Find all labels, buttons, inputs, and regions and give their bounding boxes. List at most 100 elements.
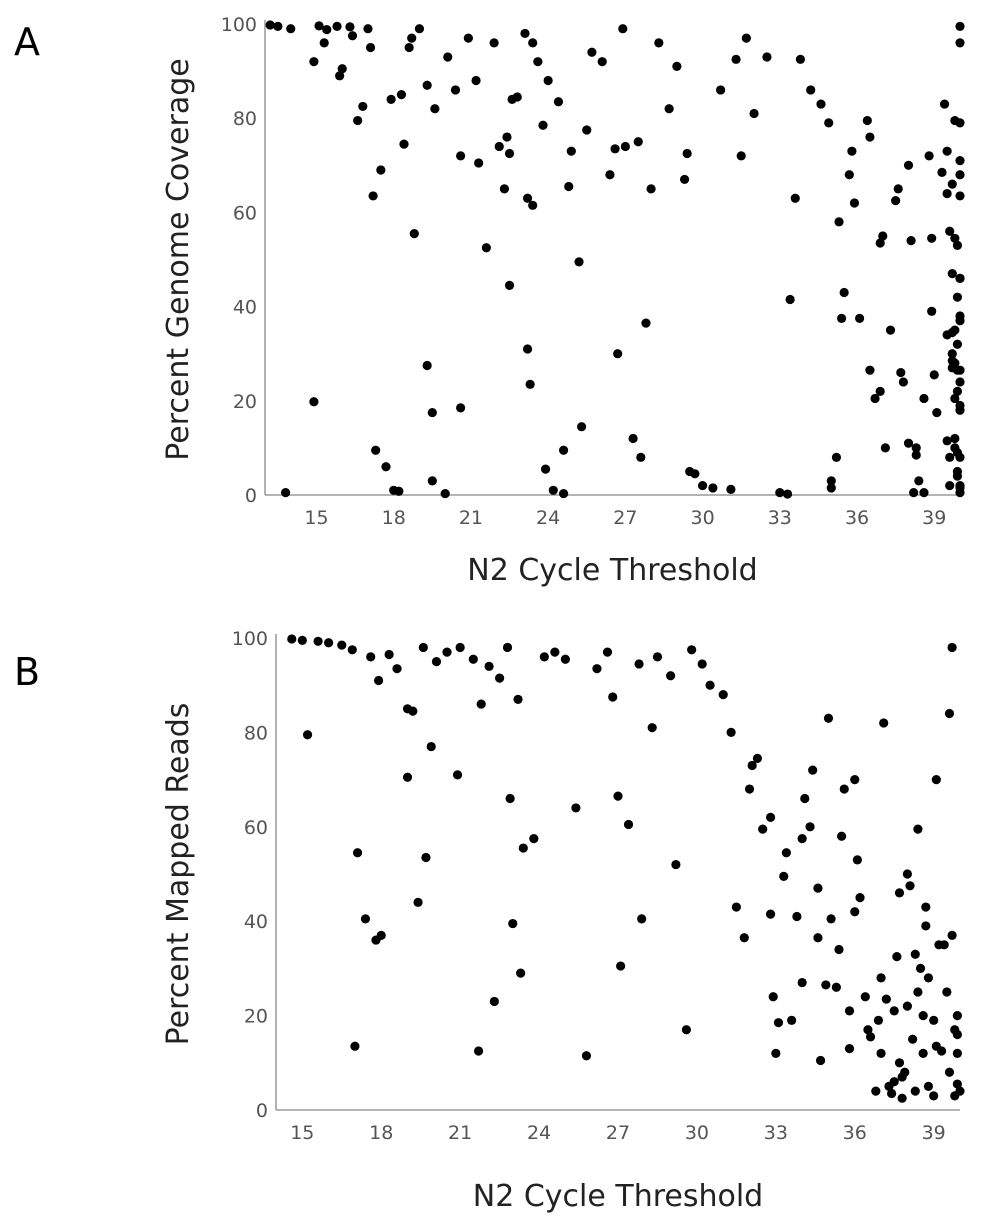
data-point-a — [337, 64, 347, 74]
data-point-b — [910, 949, 920, 959]
data-point-a — [502, 132, 512, 142]
data-point-b — [347, 645, 357, 655]
data-point-b — [366, 652, 376, 662]
data-point-a — [679, 174, 690, 185]
data-point-a — [376, 165, 386, 175]
data-point-b — [402, 772, 413, 782]
data-point-b — [797, 834, 807, 844]
data-point-a — [471, 75, 481, 86]
data-point-a — [522, 193, 533, 203]
data-point-b — [518, 843, 528, 853]
data-point-a — [826, 483, 836, 493]
data-point-a — [911, 443, 921, 453]
data-point-b — [350, 1041, 360, 1051]
x-tick-label-a: 21 — [459, 507, 483, 529]
data-point-b — [337, 640, 347, 650]
data-point-a — [404, 42, 414, 53]
data-point-a — [520, 28, 530, 39]
data-point-a — [682, 148, 692, 159]
data-point-a — [952, 292, 963, 302]
data-point-a — [855, 313, 865, 323]
data-point-b — [592, 664, 602, 674]
y-tick-label-a: 80 — [233, 108, 257, 130]
data-point-a — [450, 85, 461, 95]
data-point-b — [860, 992, 870, 1002]
data-point-b — [844, 1006, 855, 1016]
data-point-a — [345, 22, 355, 32]
data-point-a — [955, 400, 965, 411]
data-point-a — [690, 469, 700, 479]
data-point-b — [881, 994, 891, 1004]
data-point-b — [426, 741, 436, 752]
x-tick-label-b: 24 — [527, 1122, 551, 1144]
data-point-a — [945, 452, 955, 462]
data-point-a — [620, 141, 630, 152]
data-point-a — [587, 47, 597, 57]
data-point-a — [950, 325, 960, 335]
data-point-b — [376, 930, 386, 940]
data-point-a — [952, 240, 963, 250]
data-point-b — [502, 642, 513, 653]
data-point-b — [489, 996, 499, 1007]
data-point-a — [955, 38, 965, 48]
data-point-a — [736, 151, 746, 161]
data-point-b — [808, 765, 818, 775]
data-point-a — [927, 306, 937, 316]
data-point-b — [787, 1015, 797, 1025]
data-point-b — [939, 940, 949, 950]
data-point-a — [386, 94, 396, 104]
data-point-b — [616, 961, 626, 971]
data-point-a — [824, 118, 834, 128]
data-point-b — [897, 1093, 907, 1103]
data-point-a — [862, 115, 872, 126]
data-point-a — [865, 132, 875, 142]
data-point-b — [287, 634, 297, 644]
data-point-b — [384, 649, 394, 660]
data-point-b — [560, 654, 570, 664]
data-point-b — [944, 1067, 955, 1077]
data-point-b — [894, 1058, 905, 1068]
data-point-b — [608, 692, 618, 702]
data-point-a — [795, 54, 806, 64]
data-point-a — [716, 85, 726, 95]
y-tick-label-a: 0 — [245, 485, 257, 507]
data-point-b — [602, 647, 613, 657]
data-point-a — [456, 151, 466, 161]
data-point-a — [494, 141, 504, 152]
data-point-a — [558, 445, 569, 455]
data-point-a — [955, 480, 965, 491]
data-point-a — [566, 146, 576, 156]
data-point-a — [865, 365, 875, 375]
data-point-b — [889, 1077, 899, 1087]
data-point-a — [891, 196, 901, 206]
x-tick-label-a: 30 — [690, 507, 714, 529]
data-point-a — [875, 238, 885, 248]
data-point-b — [931, 775, 941, 785]
data-point-b — [850, 775, 860, 785]
x-tick-label-b: 21 — [448, 1122, 472, 1144]
data-point-a — [955, 21, 965, 31]
data-point-a — [481, 243, 491, 253]
data-point-b — [792, 911, 802, 922]
data-point-a — [286, 24, 296, 34]
data-point-b — [950, 1091, 960, 1101]
data-point-b — [452, 770, 463, 780]
data-point-b — [313, 636, 323, 646]
data-point-b — [902, 1001, 912, 1011]
data-point-a — [947, 269, 957, 279]
data-point-a — [955, 118, 965, 128]
data-point-b — [800, 793, 810, 804]
data-point-b — [468, 654, 478, 664]
data-point-b — [952, 1011, 962, 1021]
data-point-a — [538, 120, 548, 130]
data-point-a — [427, 476, 437, 486]
data-point-a — [265, 20, 275, 30]
data-point-b — [826, 914, 836, 924]
data-point-a — [749, 108, 759, 119]
data-point-a — [893, 184, 903, 194]
data-point-a — [741, 33, 751, 43]
data-point-a — [463, 33, 473, 43]
data-point-a — [785, 294, 795, 305]
data-point-a — [878, 231, 888, 241]
data-point-a — [806, 85, 816, 95]
